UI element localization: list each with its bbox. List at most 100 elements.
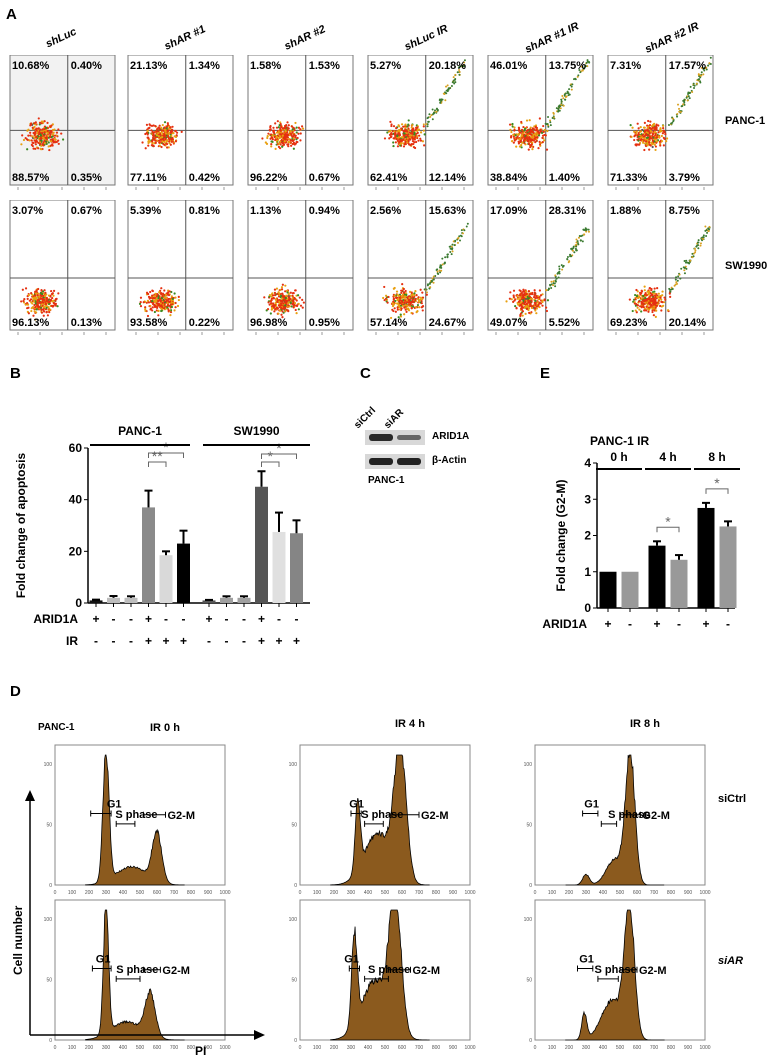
cell-event	[57, 139, 60, 142]
condition-sign: +	[145, 612, 152, 626]
cell-event	[419, 139, 423, 142]
cell-event	[27, 294, 30, 297]
cell-event	[680, 105, 683, 108]
cell-event	[645, 294, 648, 297]
cell-event	[534, 125, 538, 129]
cell-event	[586, 65, 589, 68]
gate-label: G2-M	[421, 810, 449, 822]
cell-event	[276, 307, 280, 310]
cell-event	[520, 120, 523, 124]
cell-event	[407, 307, 410, 310]
cell-event	[169, 143, 172, 146]
cell-event	[160, 126, 163, 129]
quadrant-percentage: 1.58%	[250, 60, 281, 72]
cell-event	[272, 129, 276, 132]
cell-event	[160, 287, 163, 290]
cell-event	[169, 300, 172, 303]
bar	[272, 531, 286, 603]
plot-frame	[127, 55, 234, 186]
cell-event	[397, 297, 400, 300]
cell-event	[707, 64, 710, 67]
cell-event	[383, 298, 386, 302]
cell-event	[431, 118, 434, 121]
cell-event	[277, 304, 281, 307]
cell-event	[152, 134, 155, 137]
cell-event	[651, 300, 654, 303]
y-tick-label: 100	[289, 762, 298, 768]
cell-event	[529, 139, 532, 142]
x-tick-label: 500	[136, 890, 145, 896]
cell-event	[580, 65, 583, 68]
cell-event	[637, 135, 640, 138]
cell-event	[570, 85, 573, 88]
cell-event	[526, 129, 529, 133]
quadrant-percentage: 20.14%	[669, 317, 707, 329]
cell-event	[160, 293, 163, 296]
cell-event	[284, 129, 287, 132]
cell-event	[408, 296, 411, 299]
cell-event	[522, 140, 525, 143]
cell-event	[526, 297, 530, 300]
cell-event	[561, 94, 564, 97]
cell-event	[461, 232, 464, 235]
cell-event	[411, 296, 414, 299]
cell-event	[634, 293, 637, 297]
cell-event	[570, 88, 573, 91]
x-tick-label: 700	[170, 1045, 179, 1051]
gate-marker	[387, 966, 411, 973]
cell-event	[32, 300, 36, 303]
cell-event	[382, 296, 385, 300]
group-label: SW1990	[233, 424, 279, 438]
cell-event	[508, 123, 512, 126]
cell-event	[45, 306, 48, 310]
cell-event	[534, 297, 537, 300]
cell-event	[278, 140, 282, 143]
cell-event	[575, 249, 578, 252]
cell-event	[532, 139, 535, 142]
cell-event	[463, 229, 466, 232]
cell-event	[541, 136, 544, 140]
cell-event	[419, 298, 422, 301]
cell-event	[40, 120, 44, 123]
x-tick-label: 900	[204, 890, 213, 896]
cell-event	[392, 125, 396, 128]
cell-event	[147, 144, 150, 147]
cell-event	[53, 141, 57, 144]
cell-event	[436, 108, 439, 111]
cell-event	[514, 134, 517, 137]
cell-event	[520, 303, 523, 306]
cell-event	[457, 237, 460, 240]
cell-event	[402, 129, 405, 133]
plot-frame	[9, 55, 116, 186]
panel-c-label: C	[360, 365, 371, 382]
cell-event	[549, 119, 552, 122]
cell-event	[648, 303, 652, 306]
cell-event	[415, 294, 418, 297]
cell-event	[34, 294, 37, 297]
cell-event	[639, 130, 642, 133]
cell-event	[557, 276, 560, 279]
cell-event	[697, 73, 700, 76]
cell-event	[286, 131, 289, 134]
cell-event	[520, 291, 523, 295]
cell-event	[385, 294, 388, 297]
cell-event	[517, 126, 521, 129]
cell-event	[162, 133, 166, 137]
cell-event	[280, 302, 283, 305]
cell-event	[50, 292, 54, 296]
cell-event	[425, 291, 428, 294]
cell-event	[693, 247, 696, 250]
cell-event	[654, 296, 657, 299]
quadrant-percentage: 0.67%	[71, 205, 102, 217]
cell-event	[295, 140, 298, 144]
cell-event	[694, 251, 697, 254]
cell-event	[683, 272, 686, 275]
cell-event	[280, 306, 283, 310]
cell-event	[430, 280, 433, 283]
cell-event	[163, 143, 166, 146]
cell-event	[547, 116, 550, 119]
cell-event	[174, 140, 178, 143]
x-tick-label: 900	[449, 1045, 458, 1051]
cell-event	[42, 314, 45, 317]
group-label: PANC-1	[118, 424, 162, 438]
